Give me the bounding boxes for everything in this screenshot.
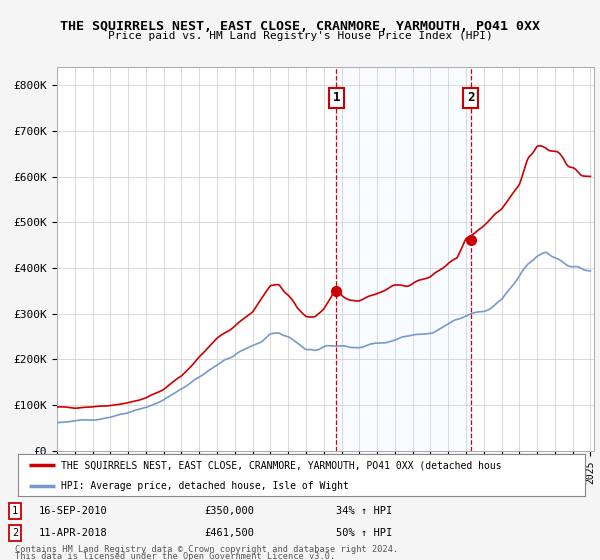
Text: 34% ↑ HPI: 34% ↑ HPI	[336, 506, 392, 516]
Text: 16-SEP-2010: 16-SEP-2010	[39, 506, 108, 516]
Text: This data is licensed under the Open Government Licence v3.0.: This data is licensed under the Open Gov…	[15, 552, 335, 560]
Text: 1: 1	[12, 506, 18, 516]
Text: 1: 1	[332, 91, 340, 104]
Text: 50% ↑ HPI: 50% ↑ HPI	[336, 528, 392, 538]
Text: HPI: Average price, detached house, Isle of Wight: HPI: Average price, detached house, Isle…	[61, 482, 349, 491]
Text: Contains HM Land Registry data © Crown copyright and database right 2024.: Contains HM Land Registry data © Crown c…	[15, 545, 398, 554]
Text: Price paid vs. HM Land Registry's House Price Index (HPI): Price paid vs. HM Land Registry's House …	[107, 31, 493, 41]
Text: THE SQUIRRELS NEST, EAST CLOSE, CRANMORE, YARMOUTH, PO41 0XX: THE SQUIRRELS NEST, EAST CLOSE, CRANMORE…	[60, 20, 540, 32]
Text: £350,000: £350,000	[204, 506, 254, 516]
Text: 2: 2	[12, 528, 18, 538]
Bar	[337, 67, 471, 451]
Text: 11-APR-2018: 11-APR-2018	[39, 528, 108, 538]
Text: £461,500: £461,500	[204, 528, 254, 538]
Text: 2: 2	[467, 91, 475, 104]
Text: THE SQUIRRELS NEST, EAST CLOSE, CRANMORE, YARMOUTH, PO41 0XX (detached hous: THE SQUIRRELS NEST, EAST CLOSE, CRANMORE…	[61, 460, 501, 470]
